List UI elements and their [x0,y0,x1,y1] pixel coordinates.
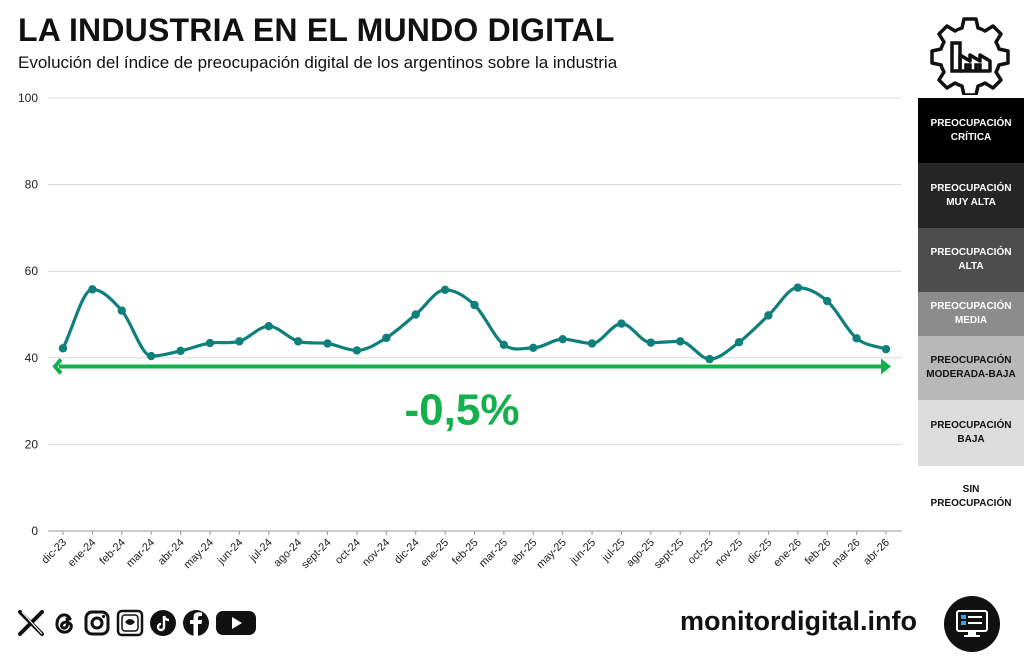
x-tick-label: ene-24 [66,537,99,570]
data-point-oct-25 [705,354,714,364]
x-tick-label: ene-25 [419,537,452,570]
youtube-icon[interactable] [214,608,258,638]
x-tick-label: ene-26 [771,537,804,570]
data-point-jun-24 [235,337,244,346]
legend: PREOCUPACIÓN CRÍTICA PREOCUPACIÓN MUY AL… [918,98,1024,528]
x-tick-label: feb-26 [803,537,834,568]
data-point-sept-25 [676,337,685,346]
instagram-icon[interactable] [82,608,112,638]
legend-item-sin: SIN PREOCUPACIÓN [918,466,1024,528]
data-point-may-24 [205,338,215,348]
bluesky-icon[interactable] [115,608,145,638]
y-tick-label: 60 [25,264,39,278]
data-point-ago-24 [293,337,303,346]
x-tick-label: ago-25 [624,537,657,570]
x-tick-label: nov-25 [713,537,745,569]
data-point-jul-24 [264,321,273,331]
chart-subtitle: Evolución del índice de preocupación dig… [18,53,618,72]
x-tick-label: may-25 [534,537,568,571]
legend-item-media: PREOCUPACIÓN MEDIA [918,292,1024,336]
data-point-ene-24 [88,285,97,294]
x-tick-label: mar-25 [477,537,510,570]
social-icons [16,608,258,638]
x-tick-label: may-24 [182,537,216,571]
data-point-nov-25 [734,338,744,347]
series-line [61,286,887,361]
y-tick-label: 80 [25,178,39,192]
change-arrow-start [52,358,63,375]
x-tick-label: jun-24 [215,537,246,568]
data-point-feb-26 [823,296,832,306]
data-point-abr-25 [529,343,538,353]
data-point-may-25 [558,334,567,344]
tiktok-icon[interactable] [148,608,178,638]
x-tick-label: feb-24 [97,537,128,568]
data-point-ene-25 [440,285,450,295]
x-tick-label: oct-25 [686,537,716,567]
data-point-ago-25 [646,338,656,347]
data-point-oct-24 [352,346,362,355]
data-point-feb-24 [117,306,126,315]
x-tick-label: mar-26 [830,537,863,570]
x-tick-label: mar-24 [124,537,157,570]
x-tick-label: sept-25 [652,537,686,571]
monitor-icon [944,596,1000,652]
industry-gear-icon [930,17,1010,95]
data-point-nov-24 [382,333,391,343]
legend-item-critica: PREOCUPACIÓN CRÍTICA [918,98,1024,163]
data-point-abr-24 [176,346,185,356]
data-point-dic-24 [411,310,420,319]
x-tick-label: abr-26 [861,537,892,568]
y-tick-label: 20 [25,437,39,451]
x-tick-label: feb-25 [450,537,481,568]
data-point-feb-25 [470,300,479,310]
threads-icon[interactable] [49,608,79,638]
legend-item-moderada-baja: PREOCUPACIÓN MODERADA-BAJA [918,336,1024,400]
chart-title: LA INDUSTRIA EN EL MUNDO DIGITAL [18,12,615,48]
data-point-jul-25 [617,319,626,328]
data-point-mar-24 [146,351,156,361]
x-tick-label: dic-23 [39,537,69,567]
data-point-dic-23 [58,344,68,353]
data-point-dic-25 [764,311,773,320]
legend-item-muy-alta: PREOCUPACIÓN MUY ALTA [918,163,1024,228]
change-arrow-head [881,358,891,375]
x-tick-label: jun-25 [567,537,598,568]
data-point-jun-25 [587,339,597,348]
data-point-ene-26 [793,283,803,292]
y-tick-label: 0 [31,524,38,538]
y-tick-label: 40 [25,351,39,365]
y-tick-label: 100 [18,91,38,105]
x-tick-label: dic-25 [745,537,775,567]
x-tick-label: ago-24 [272,537,305,570]
x-tick-label: dic-24 [392,537,422,567]
x-tick-label: sept-24 [299,537,333,571]
x-tick-label: nov-24 [360,537,392,569]
data-point-mar-26 [852,334,861,343]
x-tick-label: oct-24 [333,537,363,567]
data-point-mar-25 [499,340,509,350]
website-link[interactable]: monitordigital.info [680,606,917,636]
data-point-abr-26 [881,344,891,354]
facebook-icon[interactable] [181,608,211,638]
x-icon[interactable] [16,608,46,638]
data-point-sept-24 [323,339,332,348]
change-annotation-label: -0,5% [405,385,520,434]
legend-item-baja: PREOCUPACIÓN BAJA [918,400,1024,466]
legend-item-alta: PREOCUPACIÓN ALTA [918,228,1024,292]
